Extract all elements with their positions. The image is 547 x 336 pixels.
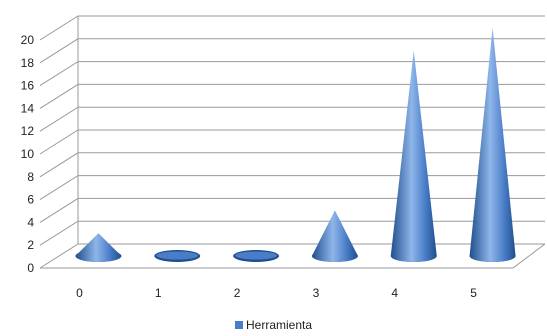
cone-mark	[75, 233, 122, 262]
floor-edge	[40, 243, 546, 269]
y-tick-label: 4	[27, 215, 34, 229]
x-tick-label: 4	[391, 286, 398, 300]
legend: Herramienta	[0, 318, 547, 332]
y-tick-label: 10	[21, 147, 35, 161]
gridline	[39, 38, 545, 64]
y-tick-label: 18	[21, 56, 35, 70]
y-tick-label: 16	[21, 79, 35, 93]
y-tick-label: 0	[27, 261, 34, 275]
gridline	[39, 152, 545, 178]
gridline	[39, 106, 545, 132]
cone-mark	[233, 250, 280, 262]
gridline	[39, 220, 545, 246]
cone-series	[75, 28, 516, 262]
chart-gridlines	[39, 15, 546, 269]
y-axis-ticks: 0 2 4 6 8 10 12 14 16 18 20	[21, 33, 35, 275]
gridline	[39, 61, 545, 87]
x-tick-label: 5	[470, 286, 477, 300]
x-tick-label: 0	[76, 286, 83, 300]
cone-mark	[469, 28, 516, 262]
x-tick-label: 3	[313, 286, 320, 300]
y-tick-label: 6	[27, 193, 34, 207]
y-tick-label: 2	[27, 238, 34, 252]
y-tick-label: 8	[27, 170, 34, 184]
gridline	[39, 197, 545, 223]
gridline	[39, 83, 545, 109]
cone-mark	[154, 250, 201, 262]
cone-mark	[311, 210, 358, 262]
y-tick-label: 14	[21, 101, 35, 115]
x-tick-label: 1	[155, 286, 162, 300]
y-tick-label: 20	[21, 33, 35, 47]
y-tick-label: 12	[21, 124, 35, 138]
legend-label: Herramienta	[245, 318, 313, 332]
gridline	[39, 175, 545, 201]
x-tick-label: 2	[234, 286, 241, 300]
legend-swatch	[234, 321, 243, 329]
x-axis-ticks: 0 1 2 3 4 5	[76, 286, 477, 300]
gridline	[39, 15, 545, 41]
gridline	[39, 129, 545, 155]
cone-mark	[390, 50, 437, 262]
